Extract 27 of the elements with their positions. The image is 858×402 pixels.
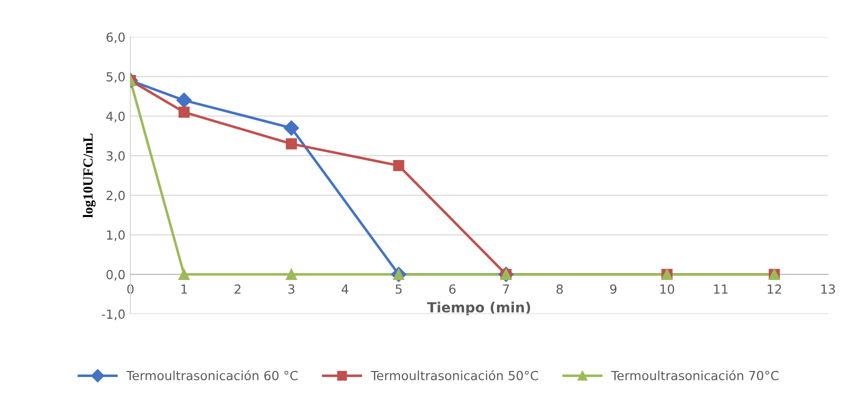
x-tick-label: 13	[821, 284, 835, 294]
x-tick-label: 2	[234, 284, 240, 294]
x-tick-label: 9	[610, 284, 616, 294]
y-tick-label: 1,0	[107, 230, 125, 242]
legend-label: Termoultrasonicación 50°C	[370, 370, 538, 380]
x-tick-label: 8	[556, 284, 563, 294]
x-tick-label: 10	[660, 284, 674, 294]
y-tick-label: -1,0	[102, 309, 125, 320]
y-tick-label: 4,0	[106, 112, 125, 122]
y-tick-label: 0,0	[106, 270, 125, 281]
x-tick-label: 1	[181, 284, 187, 294]
x-axis-title: Tiempo (min)	[427, 302, 530, 316]
x-tick-label: 7	[503, 284, 509, 294]
y-tick-label: 2,0	[106, 190, 125, 202]
x-tick-label: 11	[714, 284, 728, 294]
y-tick-label: 6,0	[106, 32, 125, 44]
y-axis-title: log10UFC/mL	[82, 134, 96, 218]
x-tick-label: 4	[342, 284, 348, 294]
y-tick-label: 5,0	[106, 72, 125, 83]
x-tick-label: 3	[288, 284, 294, 294]
x-tick-label: 5	[396, 284, 402, 294]
x-tick-label: 12	[768, 284, 782, 294]
legend-label: Termoultrasonicación 70°C	[611, 370, 778, 380]
y-tick-label: 3,0	[106, 151, 125, 162]
legend-label: Termoultrasonicación 60 °C	[126, 370, 298, 380]
x-tick-label: 6	[449, 284, 456, 294]
x-tick-label: 0	[127, 284, 134, 294]
